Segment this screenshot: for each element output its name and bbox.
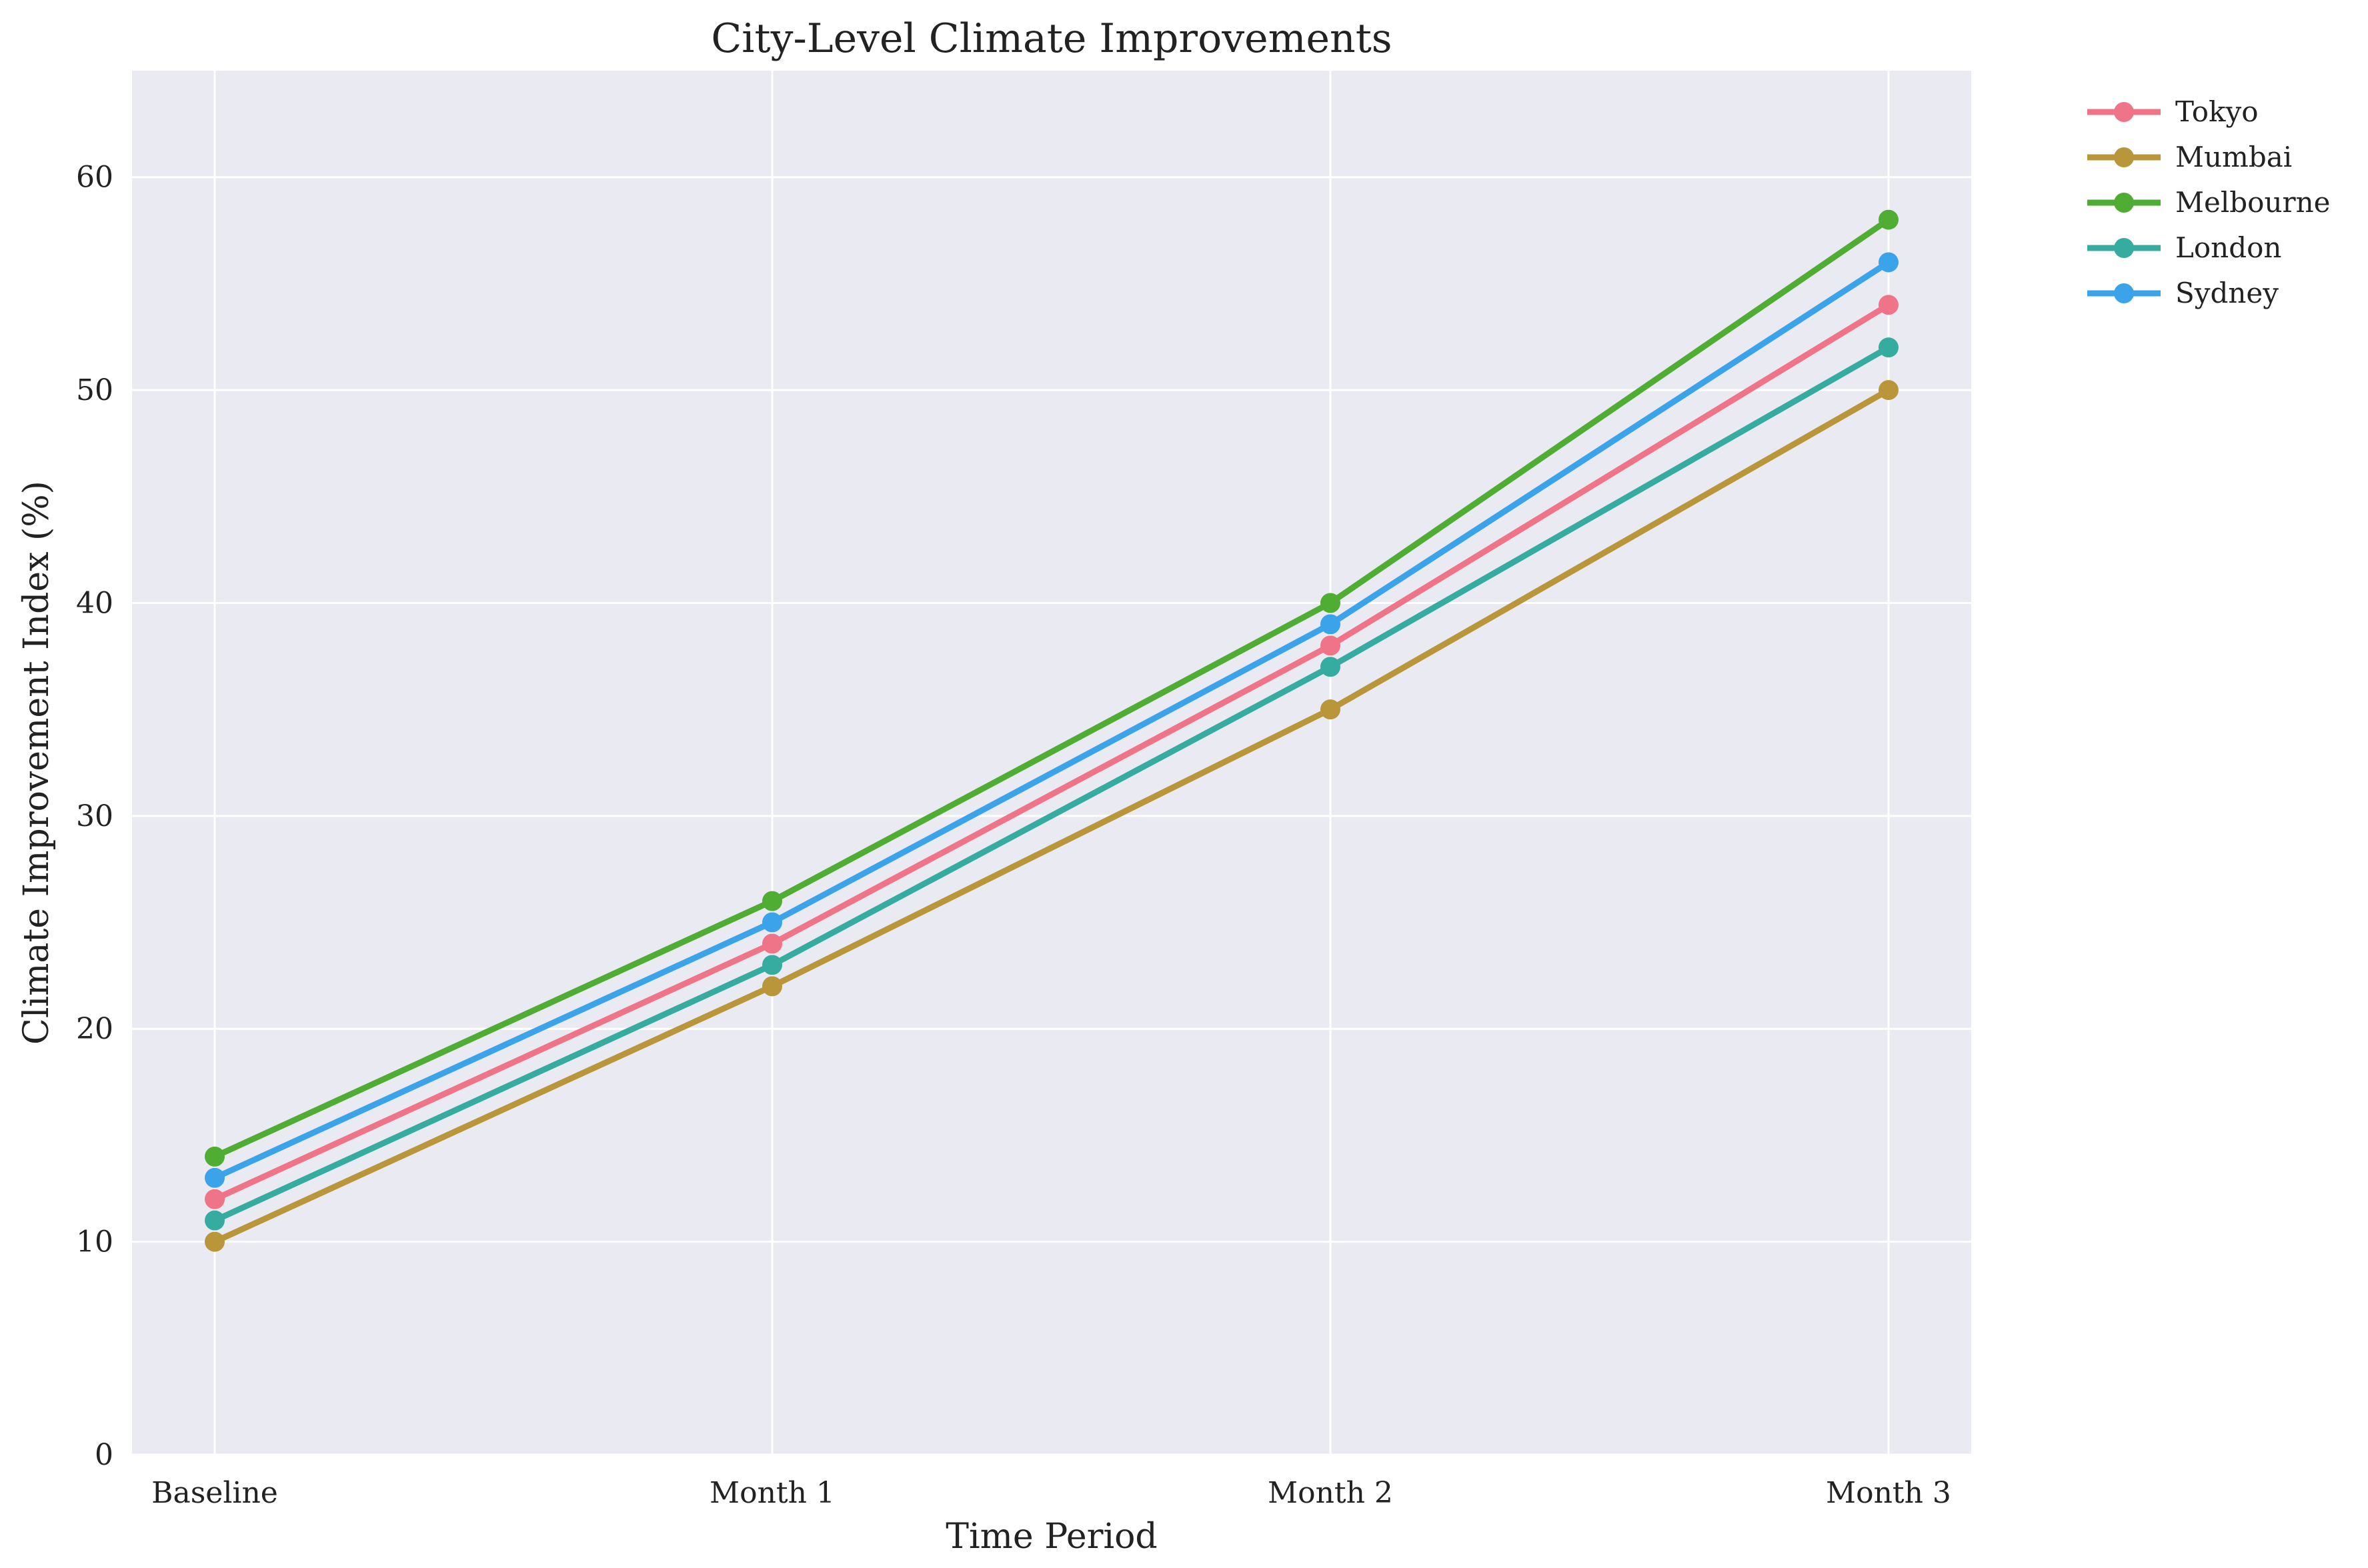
series-layer <box>205 209 1899 1252</box>
y-tick-label-4: 40 <box>76 586 113 620</box>
legend: Tokyo Mumbai Melbourne London Sydney <box>2087 95 2331 309</box>
y-tick-label-5: 50 <box>76 373 113 407</box>
legend-label-tokyo: Tokyo <box>2175 95 2259 128</box>
data-point-london-3 <box>1879 337 1899 358</box>
x-tick-label-1: Month 1 <box>710 1476 835 1510</box>
y-tick-label-2: 20 <box>76 1012 113 1046</box>
legend-entry-tokyo: Tokyo <box>2087 95 2259 128</box>
x-axis-label: Time Period <box>946 1517 1157 1557</box>
data-point-sydney-2 <box>1320 614 1340 635</box>
data-point-tokyo-1 <box>762 933 782 954</box>
series-line-sydney <box>211 259 1892 1181</box>
legend-label-mumbai: Mumbai <box>2175 141 2292 173</box>
data-point-melbourne-0 <box>205 1146 225 1167</box>
legend-swatch-marker-mumbai <box>2114 147 2134 167</box>
data-point-london-2 <box>1320 657 1340 677</box>
series-line-tokyo <box>211 301 1892 1203</box>
data-point-sydney-3 <box>1879 252 1899 273</box>
data-point-tokyo-2 <box>1320 635 1340 656</box>
series-line-mumbai <box>211 387 1892 1245</box>
x-tick-label-0: Baseline <box>151 1476 278 1510</box>
data-point-mumbai-1 <box>762 976 782 997</box>
x-tick-labels: Baseline Month 1 Month 2 Month 3 <box>151 1476 1951 1510</box>
y-tick-label-1: 10 <box>76 1225 113 1259</box>
series-line-london <box>211 344 1892 1224</box>
legend-label-london: London <box>2175 231 2281 264</box>
series-sydney <box>205 252 1899 1188</box>
legend-entry-london: London <box>2087 231 2281 264</box>
y-tick-label-6: 60 <box>76 161 113 195</box>
data-point-london-1 <box>762 955 782 975</box>
data-point-melbourne-1 <box>762 891 782 911</box>
data-point-sydney-1 <box>762 912 782 933</box>
series-tokyo <box>205 295 1899 1209</box>
series-london <box>205 337 1899 1231</box>
legend-label-melbourne: Melbourne <box>2175 186 2331 219</box>
series-line-melbourne <box>211 217 1892 1160</box>
y-tick-label-3: 30 <box>76 799 113 833</box>
x-tick-label-2: Month 2 <box>1268 1476 1393 1510</box>
data-point-sydney-0 <box>205 1167 225 1188</box>
series-mumbai <box>205 380 1899 1252</box>
data-point-tokyo-3 <box>1879 295 1899 315</box>
data-point-mumbai-2 <box>1320 699 1340 720</box>
legend-swatch-marker-tokyo <box>2114 102 2134 122</box>
plot-area <box>132 71 1971 1455</box>
legend-swatch-marker-london <box>2114 238 2134 258</box>
legend-entry-sydney: Sydney <box>2087 277 2279 309</box>
data-point-tokyo-0 <box>205 1189 225 1209</box>
data-point-mumbai-3 <box>1879 380 1899 401</box>
y-axis-label: Climate Improvement Index (%) <box>17 481 57 1045</box>
data-point-london-0 <box>205 1210 225 1231</box>
data-point-mumbai-0 <box>205 1231 225 1252</box>
x-tick-label-3: Month 3 <box>1826 1476 1951 1510</box>
legend-entry-melbourne: Melbourne <box>2087 186 2331 219</box>
legend-entry-mumbai: Mumbai <box>2087 141 2292 173</box>
data-point-melbourne-3 <box>1879 209 1899 230</box>
legend-swatch-marker-sydney <box>2114 283 2134 303</box>
y-tick-labels: 0 10 20 30 40 50 60 <box>76 161 113 1472</box>
y-tick-label-0: 0 <box>95 1438 113 1472</box>
legend-swatch-marker-melbourne <box>2114 193 2134 213</box>
chart-title: City-Level Climate Improvements <box>711 15 1392 62</box>
data-point-melbourne-2 <box>1320 593 1340 613</box>
series-melbourne <box>205 209 1899 1167</box>
legend-label-sydney: Sydney <box>2175 277 2279 309</box>
